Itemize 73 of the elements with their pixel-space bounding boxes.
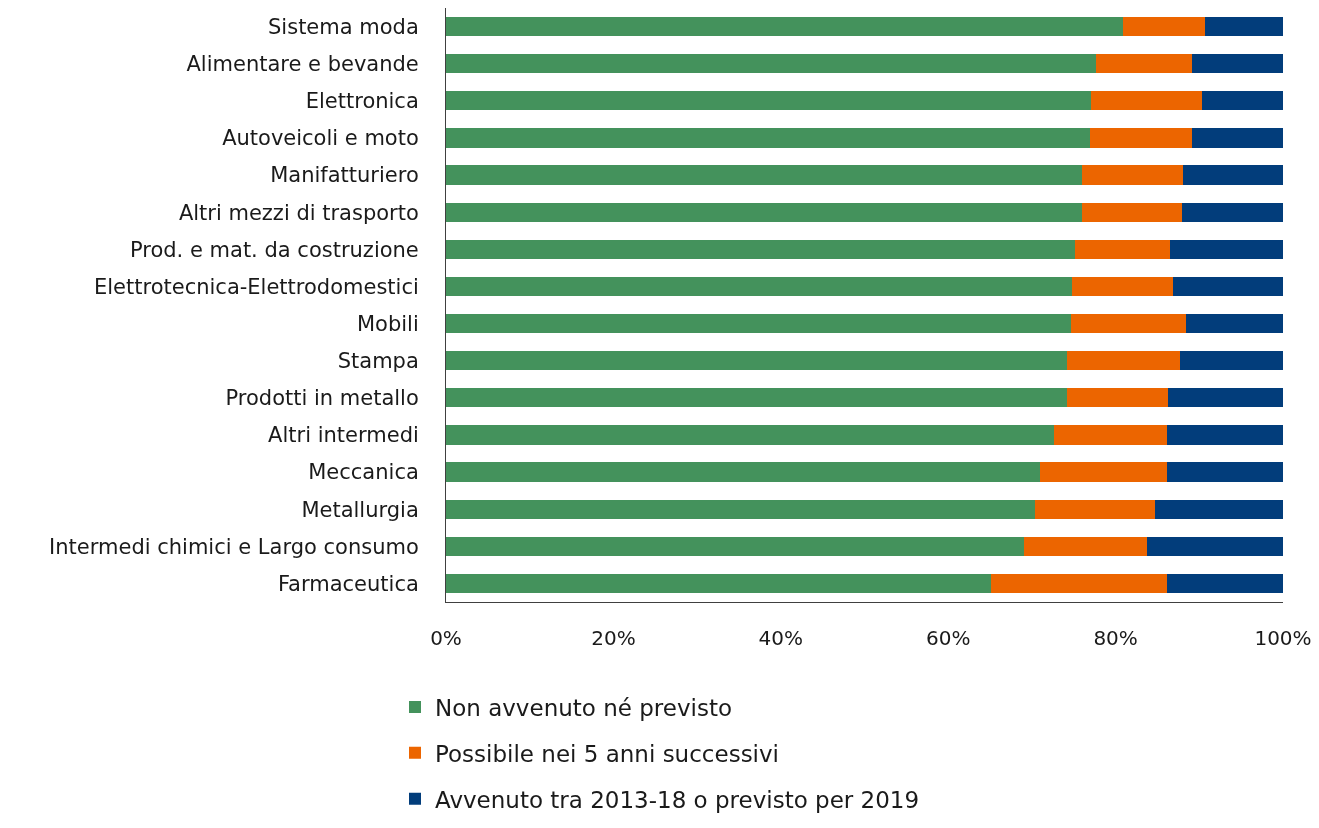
bar — [990, 573, 1167, 594]
x-tick-label: 20% — [591, 626, 636, 650]
bar — [446, 16, 1124, 37]
bar — [446, 388, 1068, 408]
bar — [1173, 276, 1283, 297]
bar — [446, 536, 1025, 556]
bar — [1024, 536, 1148, 556]
bar — [446, 573, 991, 594]
bar — [1147, 536, 1283, 556]
x-tick-label: 100% — [1254, 626, 1312, 650]
y-tick-label: Intermedi chimici e Largo consumo — [49, 534, 419, 559]
bar — [1166, 425, 1283, 445]
bar — [446, 313, 1072, 334]
bar — [446, 202, 1083, 222]
bar — [446, 462, 1041, 482]
legend-label: Avvenuto tra 2013-18 o previsto per 2019 — [435, 786, 920, 813]
bar — [1170, 239, 1283, 259]
bar — [1082, 202, 1182, 222]
bar — [1067, 388, 1169, 408]
bar — [1181, 202, 1283, 222]
bar — [1166, 462, 1283, 482]
x-tick-label: 80% — [1093, 626, 1138, 650]
bar — [1053, 425, 1167, 445]
bar — [1180, 351, 1283, 371]
y-tick-label: Mobili — [356, 311, 419, 336]
y-tick-label: Manifatturiero — [270, 163, 419, 188]
bar — [446, 128, 1090, 148]
bar — [1071, 313, 1186, 334]
bar — [1082, 165, 1184, 185]
bar — [1168, 388, 1283, 408]
y-tick-label: Metallurgia — [301, 497, 419, 522]
y-tick-label: Elettrotecnica-Elettrodomestici — [93, 274, 419, 299]
legend-label: Possibile nei 5 anni successivi — [435, 740, 780, 767]
x-tick-label: 0% — [430, 626, 462, 650]
bar — [1205, 16, 1283, 37]
x-tick-label: 60% — [925, 626, 971, 650]
y-tick-label: Autoveicoli e moto — [222, 126, 419, 151]
y-tick-label: Prod. e mat. da costruzione — [129, 237, 419, 262]
bar — [1183, 165, 1283, 185]
y-tick-label: Sistema moda — [268, 14, 419, 39]
bar — [446, 499, 1036, 519]
bar — [1072, 276, 1174, 297]
bar — [446, 425, 1054, 445]
bar — [1075, 239, 1170, 259]
bar — [446, 91, 1092, 111]
bar — [1035, 499, 1155, 519]
bar — [446, 165, 1083, 185]
bar — [446, 276, 1073, 297]
y-tick-label: Prodotti in metallo — [225, 386, 419, 411]
y-tick-label: Stampa — [337, 349, 419, 374]
bar — [1095, 54, 1192, 74]
bar — [1040, 462, 1167, 482]
bar — [446, 239, 1076, 259]
y-tick-label: Alimentare e bevande — [186, 52, 419, 77]
y-tick-label: Meccanica — [308, 460, 419, 485]
bar — [1191, 54, 1283, 74]
bar — [1123, 16, 1206, 37]
legend-label: Non avvenuto né previsto — [435, 694, 733, 721]
bar — [1154, 499, 1283, 519]
bar — [446, 351, 1068, 371]
bar — [1067, 351, 1181, 371]
y-tick-label: Elettronica — [305, 89, 419, 114]
bar — [1191, 128, 1283, 148]
bar — [1091, 91, 1202, 111]
bar — [1185, 313, 1283, 334]
bar — [1166, 573, 1283, 594]
bar — [446, 54, 1096, 74]
bar — [1201, 91, 1283, 111]
bar — [1089, 128, 1192, 148]
y-tick-label: Altri intermedi — [268, 423, 419, 448]
y-tick-label: Farmaceutica — [277, 571, 419, 596]
x-tick-label: 40% — [758, 626, 804, 650]
y-tick-label: Altri mezzi di trasporto — [178, 200, 419, 225]
